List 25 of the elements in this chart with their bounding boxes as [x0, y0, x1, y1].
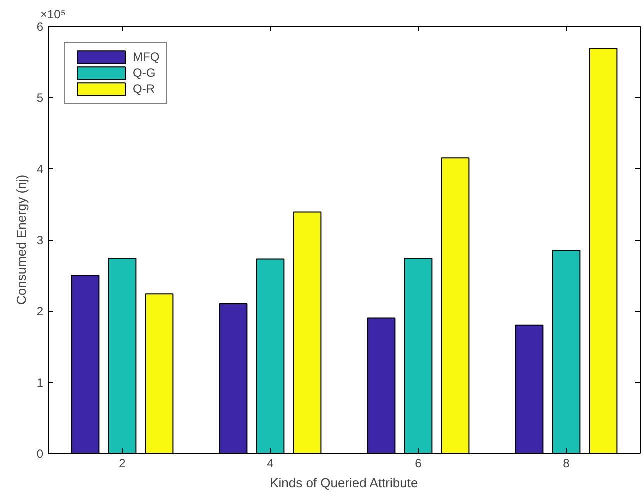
legend-label: MFQ: [133, 50, 160, 64]
y-tick-label: 3: [36, 234, 44, 248]
y-tick-label: 1: [36, 376, 44, 390]
x-axis-title: Kinds of Queried Attribute: [270, 476, 418, 490]
x-tick-label: 2: [119, 456, 126, 470]
bar: [515, 324, 544, 454]
bar: [145, 294, 174, 454]
y-tick-label: 4: [36, 162, 44, 176]
legend-label: Q-G: [133, 66, 156, 80]
x-tick-label: 6: [415, 456, 422, 470]
bar: [441, 158, 470, 454]
x-tick-label: 8: [563, 456, 570, 470]
text: ×10⁵: [40, 8, 66, 22]
y-tick-label: 5: [36, 91, 44, 106]
y-tick-label: 0: [36, 447, 44, 461]
bar: [219, 304, 248, 454]
bar: [71, 275, 100, 454]
bar: [589, 48, 618, 454]
x-tick-label: 4: [267, 456, 274, 470]
legend-label: Q-R: [133, 82, 155, 96]
y-tick-label: 2: [36, 304, 44, 319]
bar: [293, 212, 322, 454]
y-axis-title: Consumed Energy (nj): [14, 174, 29, 306]
y-tick-label: 6: [36, 20, 44, 34]
bar: [367, 318, 396, 454]
